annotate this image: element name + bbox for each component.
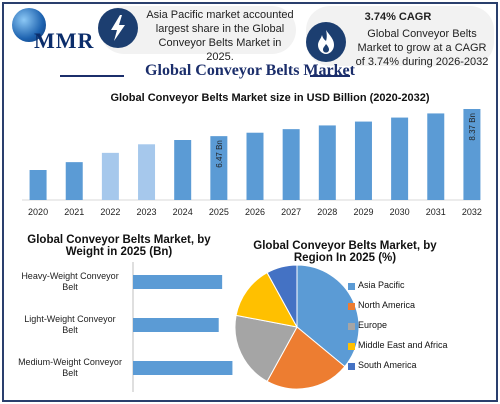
x-tick-2022: 2022 [100, 207, 120, 217]
data-label-2032: 8.37 Bn [468, 113, 477, 141]
legend-label-3: Middle East and Africa [358, 340, 448, 350]
x-tick-2023: 2023 [137, 207, 157, 217]
weight-bar-chart: Heavy-Weight Conveyor Belt Light-Weight Co… [18, 262, 233, 392]
x-tick-2026: 2026 [245, 207, 265, 217]
x-tick-2032: 2032 [462, 207, 482, 217]
legend-label-4: South America [358, 360, 417, 370]
legend-swatch-0 [348, 283, 355, 290]
bar-2022 [101, 152, 119, 200]
bar-2030 [391, 117, 409, 200]
x-tick-2027: 2027 [281, 207, 301, 217]
bar-chart-title: Global Conveyor Belts Market size in USD… [110, 92, 430, 104]
bar-2020 [29, 170, 47, 200]
weight-bar-1 [133, 318, 219, 332]
pie-slice-south-america [266, 264, 298, 328]
bar-2031 [427, 113, 445, 200]
page-title: Global Conveyor Belts Market [145, 62, 355, 79]
bar-2032 [463, 109, 481, 200]
lightning-bolt-icon [98, 8, 138, 48]
mmr-logo: MMR [6, 6, 98, 58]
legend-swatch-2 [348, 323, 355, 330]
weight-bar-0 [133, 275, 223, 289]
bar-2027 [282, 129, 300, 200]
globe-icon [12, 8, 46, 42]
info-card-right-text: Global Conveyor Belts Market to grow at … [355, 28, 489, 68]
bar-2024 [174, 140, 192, 200]
cagr-heading: 3.74% CAGR [364, 11, 432, 23]
x-tick-2029: 2029 [353, 207, 373, 217]
weight-chart-title: Global Conveyor Belts Market, by Weight … [27, 234, 211, 258]
x-tick-2021: 2021 [64, 207, 84, 217]
pie-slice-north-america [266, 326, 346, 390]
region-chart-title: Global Conveyor Belts Market, by Region … [253, 240, 437, 264]
x-tick-2025: 2025 [209, 207, 229, 217]
weight-label-0: Heavy-Weight Conveyor Belt [21, 271, 118, 292]
data-label-2025: 6.47 Bn [215, 140, 224, 168]
pie-slice-europe [234, 314, 298, 383]
weight-bar-2 [133, 361, 233, 375]
pie-slice-asia-pacific [296, 264, 360, 368]
x-tick-2028: 2028 [317, 207, 337, 217]
x-tick-2024: 2024 [173, 207, 193, 217]
logo-text: MMR [34, 28, 95, 53]
bar-2026 [246, 132, 264, 200]
x-tick-2030: 2030 [390, 207, 410, 217]
legend-swatch-4 [348, 363, 355, 370]
bar-2021 [65, 162, 83, 200]
weight-label-1: Light-Weight Conveyor Belt [24, 314, 115, 335]
legend-label-0: Asia Pacific [358, 280, 405, 290]
flame-icon [306, 22, 346, 62]
legend-swatch-3 [348, 343, 355, 350]
market-size-bar-chart: 2020 2021 2022 2023 2024 2025 6.47 Bn 2026 2027 2… [22, 109, 482, 217]
region-pie-chart [234, 264, 360, 390]
title-rule-left [60, 75, 124, 77]
bar-2029 [354, 121, 372, 200]
pie-slice-middle-east-and-africa [235, 271, 298, 328]
legend-swatch-1 [348, 303, 355, 310]
bar-2028 [318, 125, 336, 200]
x-tick-2031: 2031 [426, 207, 446, 217]
legend-label-2: Europe [358, 320, 388, 330]
x-tick-2020: 2020 [28, 207, 48, 217]
title-rule-right [310, 75, 350, 77]
legend-label-1: North America [358, 300, 416, 310]
weight-label-2: Medium-Weight Conveyor Belt [18, 357, 122, 378]
bar-2025 [210, 136, 228, 200]
info-card-left-text: Asia Pacific market accounted largest sh… [146, 9, 294, 63]
bar-2023 [138, 144, 156, 200]
